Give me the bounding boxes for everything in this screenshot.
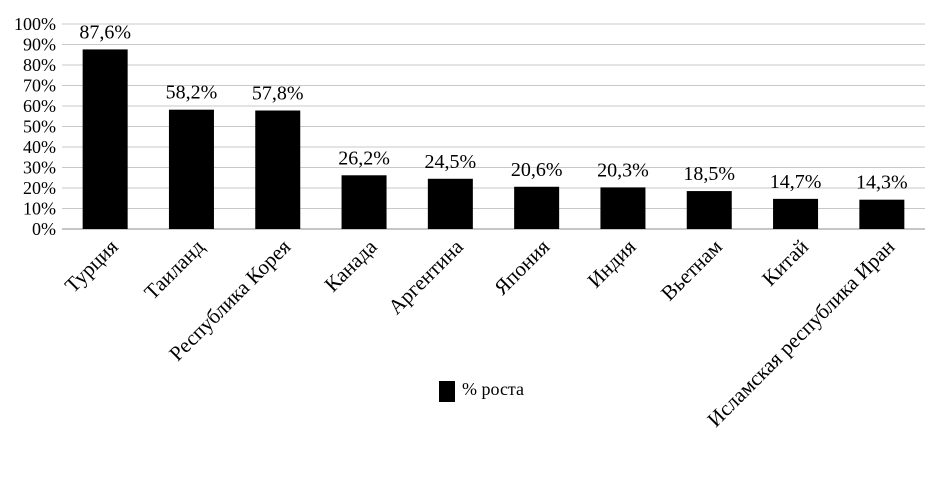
bar: [514, 186, 560, 229]
x-tick-label: Исламская республика Иран: [702, 235, 899, 432]
bar: [168, 109, 214, 229]
data-label: 20,3%: [597, 159, 649, 181]
y-tick-label: 90%: [23, 35, 56, 55]
x-tick-label: Индия: [583, 234, 641, 292]
bars: [82, 49, 905, 229]
y-tick-label: 100%: [14, 14, 56, 34]
legend-label: % роста: [462, 379, 524, 399]
x-tick-label: Аргентина: [383, 234, 468, 319]
y-tick-label: 70%: [23, 76, 56, 96]
y-tick-label: 0%: [32, 219, 56, 239]
y-tick-label: 80%: [23, 55, 56, 75]
y-tick-label: 10%: [23, 199, 56, 219]
data-label: 26,2%: [338, 147, 390, 169]
data-label: 57,8%: [252, 83, 304, 105]
bar: [255, 110, 301, 229]
x-tick-label: Вьетнам: [656, 235, 727, 306]
bar: [600, 187, 646, 229]
bar: [82, 49, 128, 229]
x-tick-label: Китай: [757, 235, 813, 291]
bar: [773, 198, 819, 229]
y-tick-label: 40%: [23, 137, 56, 157]
y-tick-label: 20%: [23, 178, 56, 198]
y-tick-label: 30%: [23, 158, 56, 178]
y-tick-label: 60%: [23, 96, 56, 116]
data-label: 14,7%: [770, 171, 822, 193]
legend: % роста: [439, 379, 524, 402]
data-label: 87,6%: [79, 21, 131, 43]
x-tick-label: Япония: [489, 234, 554, 299]
x-tick-label: Таиланд: [139, 234, 209, 304]
bar: [341, 175, 387, 229]
y-axis-ticks: 0%10%20%30%40%50%60%70%80%90%100%: [14, 14, 56, 239]
data-label: 18,5%: [683, 163, 735, 185]
bar: [427, 178, 473, 229]
x-tick-label: Турция: [60, 234, 123, 297]
x-tick-label: Канада: [320, 234, 382, 296]
bar: [859, 199, 905, 229]
data-label: 58,2%: [166, 82, 218, 104]
bar: [686, 191, 732, 229]
legend-swatch: [439, 381, 455, 402]
data-labels: 87,6% 58,2% 57,8% 26,2% 24,5% 20,6% 20,3% 18,5%…: [79, 21, 907, 193]
data-label: 14,3%: [856, 172, 908, 194]
y-tick-label: 50%: [23, 117, 56, 137]
data-label: 20,6%: [511, 159, 563, 181]
data-label: 24,5%: [425, 151, 477, 173]
